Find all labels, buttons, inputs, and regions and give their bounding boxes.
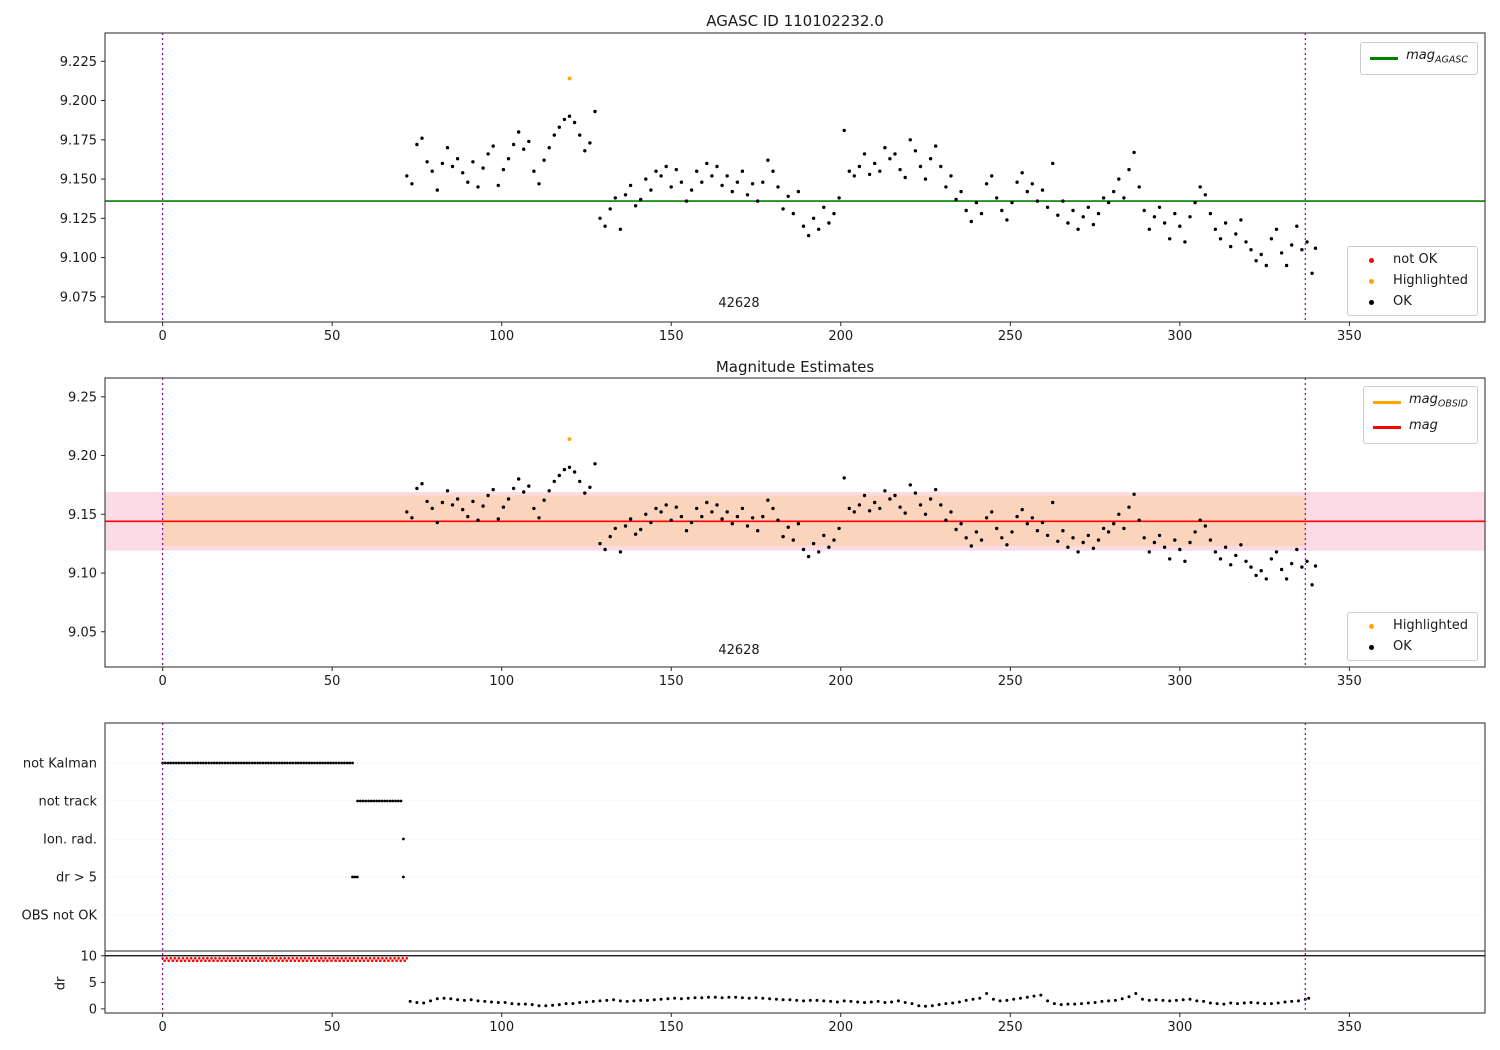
tick-label: 150: [659, 329, 684, 344]
panel2-title: Magnitude Estimates: [715, 358, 875, 376]
legend-panel2-lines: magOBSID mag: [1362, 386, 1478, 445]
highlighted-point: [567, 437, 572, 441]
tick-label: 50: [324, 1020, 341, 1035]
mag-line-sample: [1372, 426, 1401, 430]
flag-row-label: not track: [38, 795, 97, 810]
legend-item-ok-2: OK: [1357, 638, 1468, 656]
tick-label: 9.175: [60, 133, 97, 148]
tick-label: 200: [828, 1020, 853, 1035]
tick-label: 100: [489, 329, 514, 344]
panel-1: 0 50 100 150 200 250 300 350 9.075 9.100 9.125 9.15…: [60, 32, 1486, 344]
orange-line-swatch: [1372, 400, 1401, 404]
tick-label: 100: [489, 1020, 514, 1035]
axes-frame: [104, 377, 1486, 668]
tick-label: 9.125: [60, 212, 97, 227]
tick-label: 10: [80, 949, 97, 964]
tick-label: 9.200: [60, 94, 97, 109]
tick-label: 5: [89, 976, 97, 991]
tick-label: 9.05: [68, 625, 97, 640]
legend-item-mag-agasc: magAGASC: [1370, 47, 1468, 70]
legend-label-mag-obsid: magOBSID: [1408, 392, 1468, 410]
legend-label-highlighted: Highlighted: [1393, 273, 1468, 288]
panel-1-points: [405, 76, 1318, 275]
tick-label: 9.075: [60, 290, 97, 305]
panel1-obsid-annotation: 42628: [718, 296, 760, 311]
tick-label: 9.10: [68, 567, 97, 582]
flag-row-label: dr > 5: [56, 871, 97, 886]
tick-label: 9.100: [60, 251, 97, 266]
highlighted-marker-icon: [1357, 623, 1385, 629]
legend-item-mag-obsid: magOBSID: [1372, 391, 1468, 414]
legend-label-ok-2: OK: [1393, 639, 1412, 654]
tick-label: 150: [659, 674, 684, 689]
legend-item-ok: OK: [1357, 293, 1468, 311]
red-line-swatch: [1372, 426, 1401, 430]
dr-axis-label: dr: [53, 976, 69, 991]
panel1-title: AGASC ID 110102232.0: [706, 12, 884, 30]
black-dot-swatch: [1368, 644, 1374, 650]
green-line-swatch: [1370, 56, 1399, 60]
axes-frame: [104, 32, 1486, 323]
tick-label: 50: [324, 329, 341, 344]
legend-panel2-markers: Highlighted OK: [1347, 612, 1478, 661]
legend-label-mag: mag: [1408, 417, 1438, 433]
tick-label: 9.25: [68, 390, 97, 405]
ok-marker-icon: [1357, 644, 1385, 650]
legend-item-highlighted-2: Highlighted: [1357, 617, 1468, 635]
orange-dot-swatch: [1368, 278, 1374, 284]
flag-row-label: Ion. rad.: [43, 833, 97, 848]
tick-label: 300: [1167, 674, 1192, 689]
obsid-line-sample: [1372, 400, 1401, 404]
tick-label: 9.20: [68, 449, 97, 464]
panel-3: not Kalman not track Ion. rad. dr > 5 OBS no…: [22, 722, 1486, 1035]
legend-label-ok: OK: [1393, 294, 1412, 309]
legend-panel1-markers: not OK Highlighted OK: [1347, 246, 1478, 316]
ok-marker-icon: [1357, 299, 1385, 305]
legend-label-mag-agasc: magAGASC: [1406, 48, 1468, 66]
tick-label: 0: [159, 674, 167, 689]
tick-label: 9.150: [60, 173, 97, 188]
panel-2-points: [405, 437, 1318, 587]
tick-label: 350: [1337, 1020, 1362, 1035]
legend-mag-agasc: magAGASC: [1360, 42, 1478, 75]
tick-label: 350: [1337, 329, 1362, 344]
tick-label: 50: [324, 674, 341, 689]
legend-item-not-ok: not OK: [1357, 251, 1468, 269]
legend-item-highlighted: Highlighted: [1357, 272, 1468, 290]
legend-label-highlighted-2: Highlighted: [1393, 618, 1468, 633]
flag-row-label: OBS not OK: [22, 909, 98, 924]
tick-label: 9.15: [68, 508, 97, 523]
tick-label: 100: [489, 674, 514, 689]
highlighted-point: [567, 76, 572, 81]
legend-label-not-ok: not OK: [1393, 252, 1438, 267]
tick-label: 200: [828, 329, 853, 344]
tick-label: 0: [159, 1020, 167, 1035]
panel-2: 0 50 100 150 200 250 300 350 9.05 9.10 9.15 9.20 9.2…: [68, 377, 1486, 689]
tick-label: 250: [998, 674, 1023, 689]
panel2-obsid-annotation: 42628: [718, 643, 760, 658]
axes-frame: [104, 722, 1486, 1014]
highlighted-marker-icon: [1357, 278, 1385, 284]
tick-label: 350: [1337, 674, 1362, 689]
flag-row-label: not Kalman: [23, 757, 97, 772]
tick-label: 200: [828, 674, 853, 689]
agasc-line-sample: [1370, 56, 1399, 60]
orange-dot-swatch: [1368, 623, 1374, 629]
tick-label: 300: [1167, 329, 1192, 344]
red-dot-swatch: [1368, 257, 1374, 263]
tick-label: 9.225: [60, 55, 97, 70]
black-dot-swatch: [1368, 299, 1374, 305]
tick-label: 0: [89, 1002, 97, 1017]
tick-label: 0: [159, 329, 167, 344]
tick-label: 300: [1167, 1020, 1192, 1035]
tick-label: 150: [659, 1020, 684, 1035]
legend-item-mag: mag: [1372, 417, 1468, 440]
tick-label: 250: [998, 1020, 1023, 1035]
tick-label: 250: [998, 329, 1023, 344]
not-ok-marker-icon: [1357, 257, 1385, 263]
